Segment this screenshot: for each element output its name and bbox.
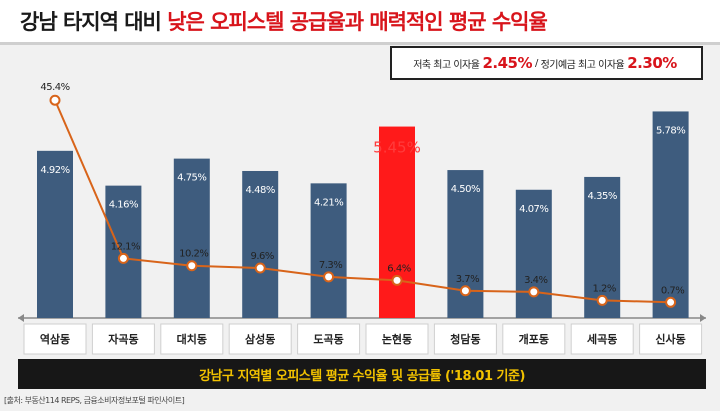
category-label-3: 대치동 (177, 332, 207, 346)
source-note: [출처: 부동산114 REPS, 금융소비자정보포털 파인사이트] (4, 396, 185, 405)
line-value-label-10: 0.7% (661, 285, 684, 296)
bar-value-label-7: 4.50% (451, 184, 480, 195)
title-part-1: 강남 타지역 대비 (20, 10, 168, 34)
line-point-4 (254, 262, 266, 274)
bar-value-label-1: 4.92% (40, 165, 69, 176)
category-box-9 (570, 323, 634, 355)
bar-value-label-8: 4.07% (519, 204, 548, 215)
bar-value-label-6: 5.45% (373, 139, 421, 157)
line-point-5 (323, 271, 335, 283)
category-box-8 (502, 323, 566, 355)
bar-value-label-3: 4.75% (177, 173, 206, 184)
category-label-8: 개포동 (519, 332, 549, 346)
category-label-6: 논현동 (382, 332, 412, 346)
savings-rate-value: 2.45% (482, 54, 533, 72)
deposit-rate-label: 정기예금 최고 이자율 (540, 59, 625, 71)
page-title: 강남 타지역 대비 낮은 오피스텔 공급율과 매력적인 평균 수익율 (0, 6, 548, 36)
bar-3 (173, 158, 210, 318)
title-bar: 강남 타지역 대비 낮은 오피스텔 공급율과 매력적인 평균 수익율 (0, 0, 720, 45)
bar-value-label-5: 4.21% (314, 197, 343, 208)
line-value-label-1: 45.4% (40, 82, 69, 93)
line-value-label-6: 6.4% (387, 263, 410, 274)
line-value-label-4: 9.6% (250, 251, 273, 262)
category-box-3 (160, 323, 224, 355)
deposit-rate-value: 2.30% (627, 54, 677, 72)
bar-10 (652, 111, 689, 318)
category-box-7 (433, 323, 497, 355)
line-point-6 (391, 274, 403, 286)
category-label-4: 삼성동 (245, 332, 275, 346)
rate-separator: / (535, 57, 538, 69)
category-label-10: 신사동 (655, 332, 685, 346)
line-point-10 (665, 296, 677, 308)
line-point-2 (117, 252, 129, 264)
interest-rate-box: 저축 최고 이자율 2.45% / 정기예금 최고 이자율 2.30% (390, 46, 703, 80)
title-part-2: 낮은 오피스텔 공급율과 매력적인 평균 수익율 (167, 10, 548, 34)
category-box-2 (91, 323, 155, 355)
bar-value-label-9: 4.35% (588, 191, 617, 202)
x-axis-arrow-right (700, 314, 706, 322)
bar-4 (242, 170, 279, 318)
line-point-9 (596, 294, 608, 306)
bar-5 (310, 183, 347, 318)
category-box-6 (365, 323, 429, 355)
bar-1 (37, 150, 73, 318)
category-label-1: 역삼동 (40, 332, 70, 346)
bar-6 (379, 126, 415, 318)
bar-2 (105, 185, 142, 318)
category-box-10 (639, 323, 703, 355)
line-value-label-8: 3.4% (524, 275, 547, 286)
category-box-4 (228, 323, 292, 355)
line-value-label-7: 3.7% (456, 274, 479, 285)
bar-value-label-2: 4.16% (109, 200, 138, 211)
line-value-label-3: 10.2% (179, 249, 208, 260)
bar-value-label-4: 4.48% (246, 185, 275, 196)
category-label-2: 자곡동 (108, 332, 138, 346)
line-point-1 (49, 94, 61, 106)
supply-rate-line (54, 99, 671, 304)
savings-rate-label: 저축 최고 이자율 (413, 59, 480, 71)
bar-9 (584, 176, 621, 318)
category-box-1 (23, 323, 87, 355)
chart-caption: 강남구 지역별 오피스텔 평균 수익율 및 공급률 ('18.01 기준) (18, 359, 706, 389)
category-label-7: 청담동 (450, 332, 480, 346)
line-value-label-2: 12.1% (111, 241, 140, 252)
category-box-5 (297, 323, 361, 355)
line-value-label-5: 7.3% (319, 260, 342, 271)
line-point-8 (528, 286, 540, 298)
bar-value-label-10: 5.78% (656, 125, 685, 136)
line-point-7 (459, 285, 471, 297)
category-label-9: 세곡동 (587, 332, 617, 346)
line-point-3 (186, 260, 198, 272)
x-axis-arrow-left (18, 314, 24, 322)
line-value-label-9: 1.2% (592, 283, 615, 294)
category-label-5: 도곡동 (313, 333, 343, 346)
